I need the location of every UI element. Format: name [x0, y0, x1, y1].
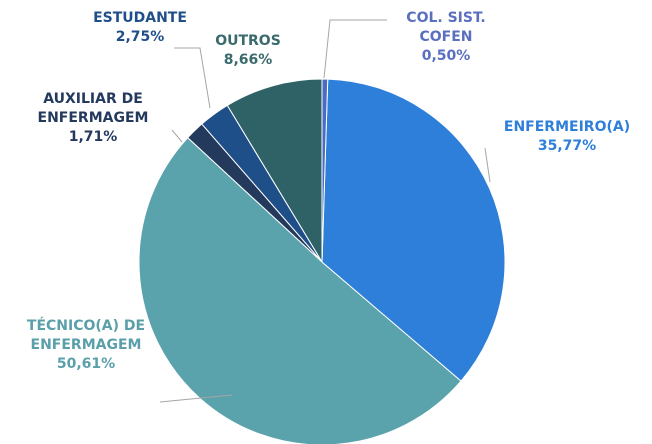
value-label: 8,66%: [223, 52, 273, 68]
category-label: OUTROS: [215, 33, 281, 49]
value-label: 35,77%: [537, 138, 597, 154]
category-label: ESTUDANTE: [93, 10, 187, 26]
leader-line: [323, 19, 387, 79]
data-label: ENFERMEIRO(A) 35,77%: [487, 118, 647, 156]
data-label: OUTROS 8,66%: [198, 32, 298, 70]
category-label: AUXILIAR DE ENFERMAGEM: [37, 91, 149, 126]
leader-line: [171, 129, 183, 143]
pie-slice: [226, 78, 323, 264]
leader-line: [484, 147, 491, 183]
value-label: 0,50%: [421, 48, 471, 64]
data-label: COL. SIST. COFEN 0,50%: [386, 9, 506, 66]
value-label: 2,75%: [115, 29, 165, 45]
data-label: ESTUDANTE 2,75%: [80, 9, 200, 47]
leader-line: [159, 394, 233, 403]
category-label: TÉCNICO(A) DE ENFERMAGEM: [26, 318, 146, 353]
value-label: 50,61%: [56, 356, 116, 372]
leader-line: [174, 47, 211, 109]
data-label: TÉCNICO(A) DE ENFERMAGEM 50,61%: [11, 317, 161, 374]
value-label: 1,71%: [68, 129, 118, 145]
pie-slice: [138, 137, 462, 444]
pie-slice: [321, 78, 506, 382]
data-label: AUXILIAR DE ENFERMAGEM 1,71%: [8, 90, 178, 147]
pie-slice: [321, 78, 329, 263]
category-label: COL. SIST. COFEN: [406, 10, 486, 45]
category-label: ENFERMEIRO(A): [503, 119, 631, 135]
